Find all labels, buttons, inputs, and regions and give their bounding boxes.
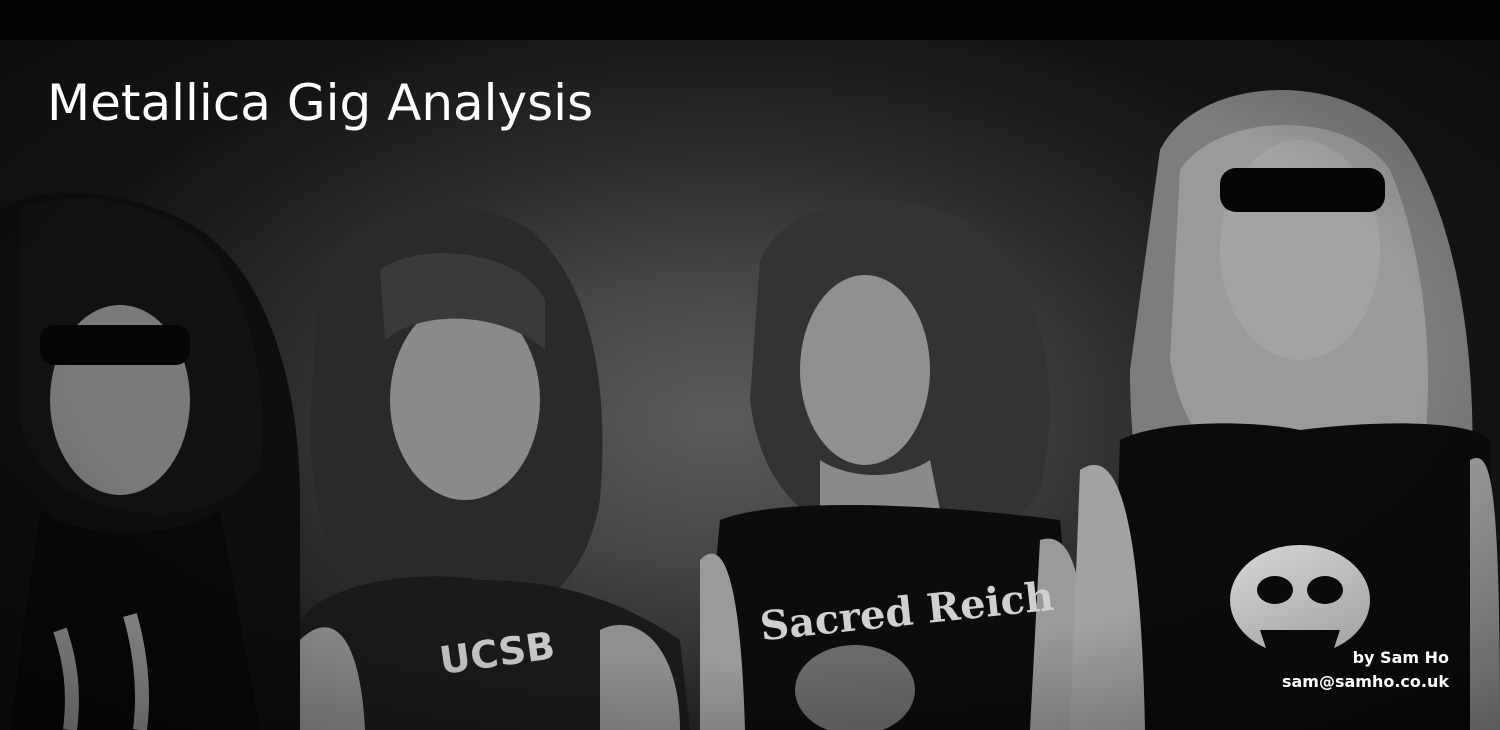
author-byline: by Sam Ho (1352, 648, 1449, 667)
page-title: Metallica Gig Analysis (47, 74, 594, 132)
band-photo-illustration: UCSB Sacred Reich (0, 40, 1500, 730)
author-credit: by Sam Ho sam@samho.co.uk (1282, 646, 1449, 694)
band-photo: UCSB Sacred Reich (0, 40, 1500, 730)
author-email[interactable]: sam@samho.co.uk (1281, 672, 1449, 691)
top-bar (0, 0, 1500, 40)
